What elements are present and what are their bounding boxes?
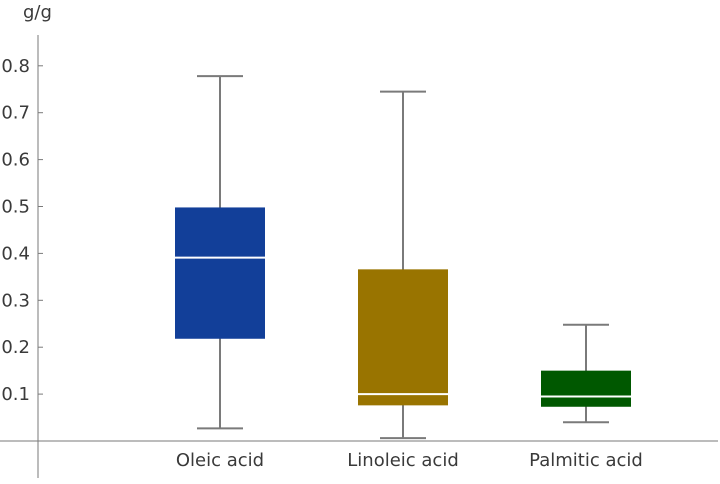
box-3 <box>541 323 631 424</box>
x-category-label: Oleic acid <box>176 450 264 471</box>
y-ticks-group: 0.1 0.2 0.3 0.4 0.5 0.6 0.7 0.8 <box>1 56 43 405</box>
iqr-box <box>541 370 631 407</box>
y-tick-label: 0.7 <box>1 103 30 124</box>
y-tick-label: 0.6 <box>1 150 30 171</box>
y-tick-label: 0.3 <box>1 290 30 311</box>
iqr-box <box>175 207 265 339</box>
y-tick-label: 0.2 <box>1 337 30 358</box>
y-tick-label: 0.4 <box>1 243 30 264</box>
y-tick-label: 0.5 <box>1 197 30 218</box>
x-category-label: Linoleic acid <box>347 450 459 471</box>
x-category-label: Palmitic acid <box>529 450 643 471</box>
x-labels-group: Oleic acid Linoleic acid Palmitic acid <box>176 450 643 471</box>
axes-group <box>0 35 718 478</box>
y-tick-label: 0.1 <box>1 384 30 405</box>
y-axis-label: g/g <box>23 2 52 23</box>
boxes-group <box>175 75 631 440</box>
iqr-box <box>358 269 448 406</box>
y-tick-label: 0.8 <box>1 56 30 77</box>
box-2 <box>358 90 448 440</box>
box-1 <box>175 75 265 430</box>
